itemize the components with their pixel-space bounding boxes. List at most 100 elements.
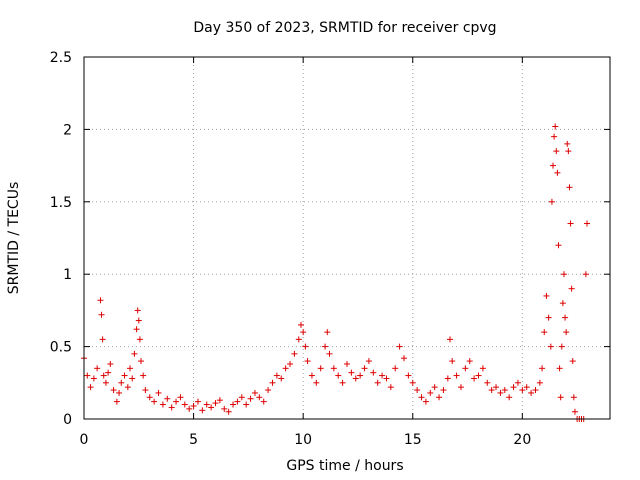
- data-point: [523, 384, 530, 391]
- data-point: [186, 405, 193, 412]
- x-tick-label: 15: [404, 432, 422, 448]
- data-point: [357, 372, 364, 379]
- data-point: [387, 384, 394, 391]
- data-point: [532, 387, 539, 394]
- data-point: [146, 394, 153, 401]
- data-point: [568, 285, 575, 292]
- data-point: [216, 397, 223, 404]
- data-point: [230, 401, 237, 408]
- data-point: [107, 360, 114, 367]
- data-point: [479, 365, 486, 372]
- data-point: [273, 372, 280, 379]
- data-point: [400, 355, 407, 362]
- data-point: [287, 360, 294, 367]
- data-points: [81, 123, 590, 422]
- data-point: [506, 394, 513, 401]
- data-point: [547, 343, 554, 350]
- data-point: [559, 300, 566, 307]
- data-point: [121, 372, 128, 379]
- data-point: [392, 365, 399, 372]
- data-point: [251, 389, 258, 396]
- data-point: [361, 365, 368, 372]
- data-point: [295, 336, 302, 343]
- data-point: [278, 375, 285, 382]
- data-point: [457, 384, 464, 391]
- data-point: [501, 387, 508, 394]
- x-axis-label: GPS time / hours: [286, 458, 403, 474]
- data-point: [528, 389, 535, 396]
- data-point: [221, 405, 228, 412]
- data-point: [131, 350, 138, 357]
- data-point: [110, 387, 117, 394]
- data-point: [488, 387, 495, 394]
- data-point: [302, 343, 309, 350]
- data-point: [137, 358, 144, 365]
- data-point: [208, 404, 215, 411]
- data-point: [562, 314, 569, 321]
- data-point: [379, 372, 386, 379]
- data-point: [173, 398, 180, 405]
- data-point: [475, 372, 482, 379]
- data-point: [541, 329, 548, 336]
- data-point: [571, 408, 578, 415]
- data-point: [552, 123, 559, 130]
- data-point: [304, 358, 311, 365]
- data-point: [557, 394, 564, 401]
- data-point: [462, 365, 469, 372]
- y-tick-label: 1: [63, 267, 72, 283]
- data-point: [409, 379, 416, 386]
- data-point: [159, 401, 166, 408]
- data-point: [282, 365, 289, 372]
- data-point: [330, 365, 337, 372]
- data-point: [140, 372, 147, 379]
- data-point: [142, 387, 149, 394]
- data-point: [466, 358, 473, 365]
- data-point: [551, 133, 558, 140]
- y-tick-label: 0: [63, 412, 72, 428]
- data-point: [374, 379, 381, 386]
- data-point: [554, 169, 561, 176]
- data-point: [543, 292, 550, 299]
- data-point: [84, 372, 91, 379]
- data-point: [247, 395, 254, 402]
- data-point: [493, 384, 500, 391]
- data-point: [113, 398, 120, 405]
- data-point: [453, 372, 460, 379]
- data-point: [151, 398, 158, 405]
- data-point: [308, 372, 315, 379]
- data-point: [127, 365, 134, 372]
- data-point: [269, 379, 276, 386]
- data-point: [324, 329, 331, 336]
- y-tick-label: 2.5: [50, 50, 72, 66]
- data-point: [514, 379, 521, 386]
- y-axis-label: SRMTID / TECUs: [6, 182, 22, 295]
- data-point: [556, 365, 563, 372]
- data-point: [194, 398, 201, 405]
- data-point: [90, 375, 97, 382]
- data-point: [344, 360, 350, 367]
- data-point: [566, 184, 573, 191]
- data-point: [118, 379, 125, 386]
- data-point: [405, 372, 412, 379]
- data-point: [234, 398, 241, 405]
- data-point: [335, 372, 342, 379]
- data-point: [370, 369, 377, 376]
- chart-title: Day 350 of 2023, SRMTID for receiver cpv…: [193, 20, 496, 36]
- x-tick-label: 10: [294, 432, 312, 448]
- data-point: [570, 394, 577, 401]
- data-point: [583, 220, 590, 227]
- data-point: [100, 372, 107, 379]
- data-point: [436, 394, 443, 401]
- data-point: [87, 384, 94, 391]
- data-point: [444, 375, 451, 382]
- data-point: [225, 408, 232, 415]
- data-point: [105, 369, 112, 376]
- x-tick-label: 5: [189, 432, 198, 448]
- data-point: [471, 375, 478, 382]
- data-point: [339, 379, 346, 386]
- data-point: [548, 198, 555, 205]
- data-point: [383, 375, 390, 382]
- data-point: [291, 350, 298, 357]
- data-point: [553, 148, 560, 155]
